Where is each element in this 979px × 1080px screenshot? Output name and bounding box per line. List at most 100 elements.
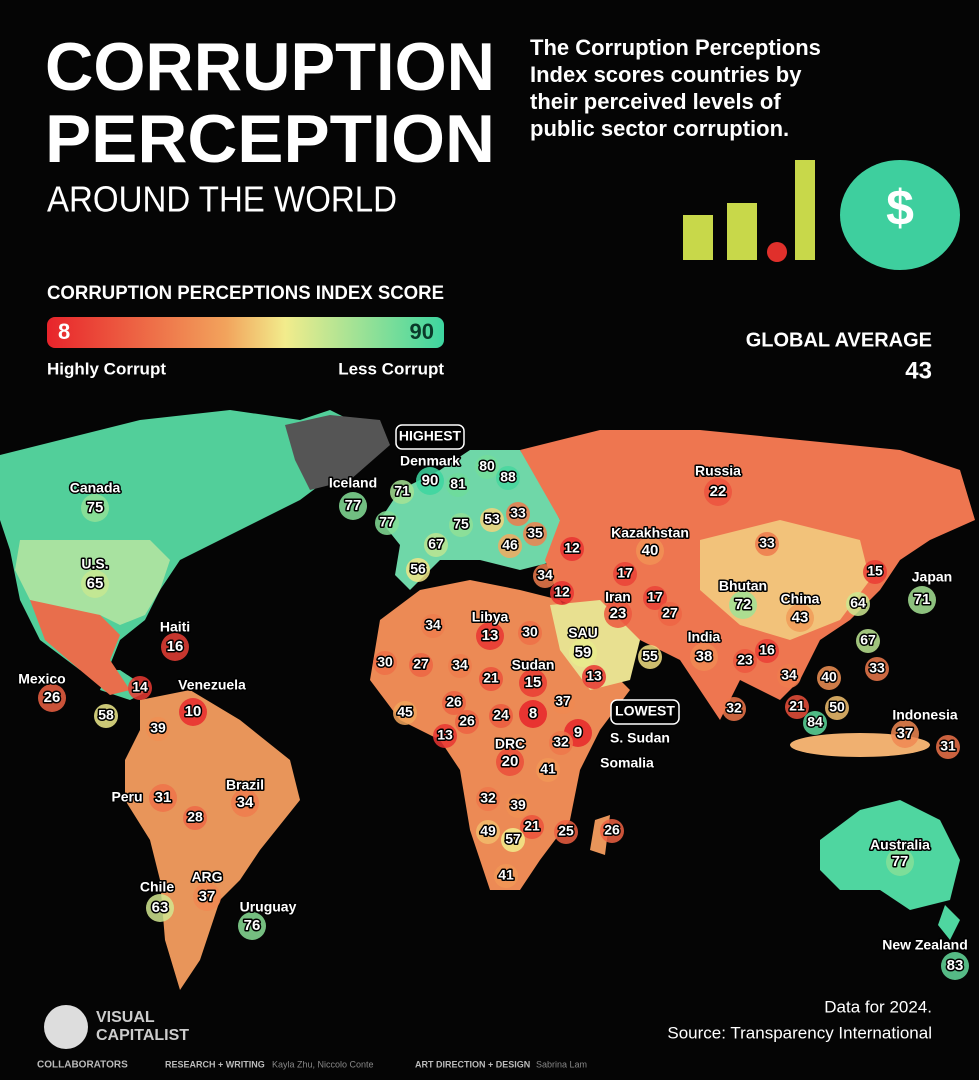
country-score: 33 — [759, 535, 775, 551]
country-score: 15 — [525, 674, 542, 691]
country-score: 12 — [554, 584, 570, 600]
legend-title: CORRUPTION PERCEPTIONS INDEX SCORE — [47, 283, 444, 304]
score-patch — [476, 622, 504, 650]
score-patch — [519, 700, 547, 728]
score-patch — [375, 511, 399, 535]
country-name: Denmark — [400, 453, 460, 469]
score-patch — [722, 697, 746, 721]
country-score: 21 — [483, 670, 499, 686]
country-name: Libya — [472, 609, 509, 625]
score-patch — [569, 639, 597, 667]
country-score: 46 — [502, 537, 518, 553]
description: The Corruption Perceptions Index scores … — [530, 35, 821, 141]
score-patch — [81, 494, 109, 522]
tag-box — [610, 699, 680, 725]
score-patch — [846, 592, 870, 616]
country-score: 31 — [155, 789, 172, 806]
score-patch — [421, 614, 445, 638]
country-name: Venezuela — [178, 677, 246, 693]
score-patch — [658, 602, 682, 626]
score-patch — [94, 704, 118, 728]
country-score: 40 — [821, 669, 837, 685]
brand: VISUAL — [96, 1009, 155, 1026]
country-name: Iran — [605, 589, 631, 605]
country-score: 32 — [726, 700, 742, 716]
country-score: 17 — [647, 589, 663, 605]
country-score: 39 — [150, 720, 166, 736]
country-score: 31 — [940, 738, 956, 754]
score-patch — [865, 657, 889, 681]
score-patch — [146, 717, 170, 741]
country-score: 81 — [450, 476, 466, 492]
score-patch — [193, 883, 221, 911]
score-patch — [936, 735, 960, 759]
score-patch — [729, 591, 757, 619]
country-score: 43 — [792, 609, 809, 626]
score-patch — [161, 633, 189, 661]
country-score: 37 — [897, 725, 914, 742]
score-patch — [733, 649, 757, 673]
score-patch — [146, 894, 174, 922]
legend-max-label: Less Corrupt — [338, 359, 444, 378]
score-patch — [908, 586, 936, 614]
country-score: 16 — [759, 642, 775, 658]
research-label: RESEARCH + WRITING — [165, 1059, 265, 1069]
country-score: 75 — [87, 499, 104, 516]
country-score: 57 — [505, 831, 521, 847]
score-patch — [506, 502, 530, 526]
design-label: ART DIRECTION + DESIGN — [415, 1059, 530, 1069]
score-patch — [501, 828, 525, 852]
score-patch — [183, 806, 207, 830]
country-name: Canada — [70, 480, 121, 496]
country-score: 35 — [527, 525, 543, 541]
country-score: 13 — [586, 668, 602, 684]
score-patch — [231, 789, 259, 817]
score-patch — [238, 912, 266, 940]
country-score: 38 — [696, 648, 713, 665]
country-name: Brazil — [226, 777, 264, 793]
score-patch — [38, 684, 66, 712]
country-score: 32 — [553, 734, 569, 750]
score-patch — [600, 819, 624, 843]
score-patch — [604, 600, 632, 628]
score-patch — [496, 466, 520, 490]
country-score: 25 — [558, 823, 574, 839]
country-score: 10 — [185, 703, 202, 720]
country-name: ARG — [191, 869, 222, 885]
new-zealand — [938, 905, 960, 940]
country-score: 88 — [500, 469, 516, 485]
global-average-label: GLOBAL AVERAGE — [746, 329, 932, 351]
country-score: 30 — [377, 654, 393, 670]
score-patch — [755, 532, 779, 556]
country-score: 23 — [737, 652, 753, 668]
tag: LOWEST — [615, 703, 675, 719]
score-patch — [856, 629, 880, 653]
collaborators: COLLABORATORS — [37, 1060, 128, 1071]
score-patch — [582, 665, 606, 689]
country-score: 34 — [237, 794, 254, 811]
score-patch — [446, 473, 470, 497]
country-name: Uruguay — [240, 899, 297, 915]
country-score: 53 — [484, 511, 500, 527]
score-patch — [523, 522, 547, 546]
country-score: 33 — [869, 660, 885, 676]
country-name: Japan — [912, 569, 952, 585]
score-patch — [755, 639, 779, 663]
country-score: 16 — [167, 638, 184, 655]
score-patch — [442, 691, 466, 715]
country-score: 63 — [152, 899, 169, 916]
score-patch — [480, 508, 504, 532]
score-patch — [476, 820, 500, 844]
legend-bar — [47, 317, 444, 348]
tag: HIGHEST — [399, 428, 462, 444]
score-patch — [891, 720, 919, 748]
country-score: 13 — [482, 627, 499, 644]
country-score: 50 — [829, 699, 845, 715]
country-score: 55 — [642, 648, 658, 664]
country-score: 33 — [510, 505, 526, 521]
country-name: China — [781, 591, 820, 607]
score-patch — [339, 492, 367, 520]
country-name: U.S. — [81, 556, 108, 572]
country-score: 8 — [529, 705, 537, 722]
country-score: 41 — [540, 761, 556, 777]
